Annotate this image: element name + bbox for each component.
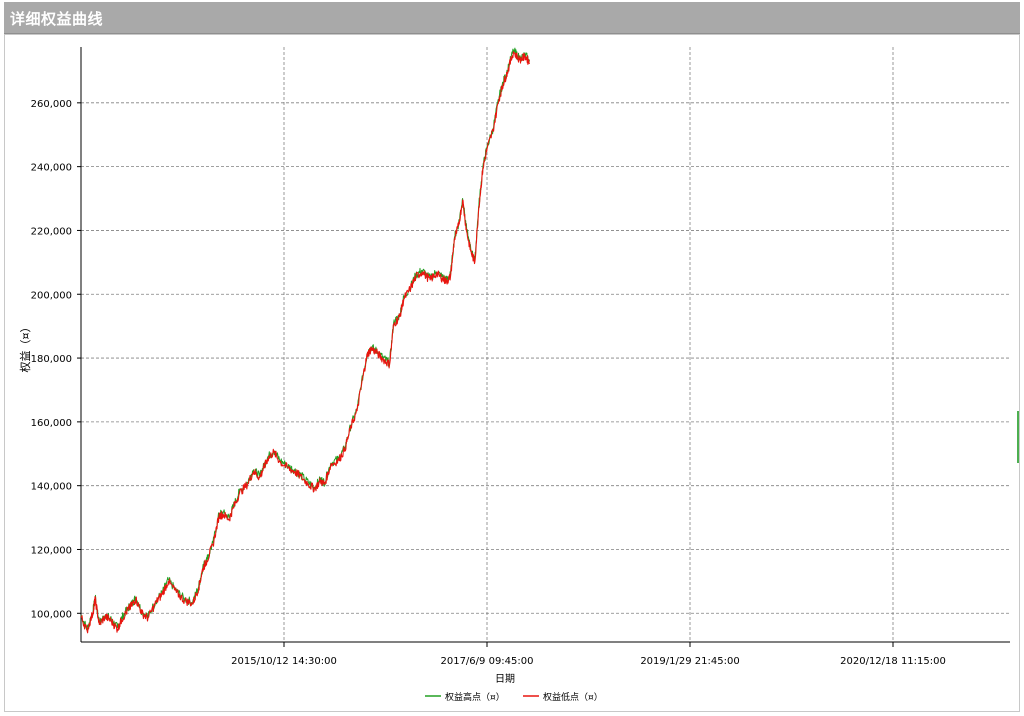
y-tick-label: 140,000 xyxy=(31,482,72,493)
y-tick-label: 180,000 xyxy=(31,354,72,365)
axes xyxy=(80,47,1010,643)
legend-label-low: 权益低点（¤） xyxy=(543,691,603,703)
y-tick-labels: 100,000 120,000 140,000 160,000 180,000 200,0… xyxy=(31,99,81,620)
window-title: 详细权益曲线 xyxy=(10,10,104,28)
legend: 权益高点（¤） 权益低点（¤） xyxy=(425,691,603,703)
grid-lines xyxy=(81,47,1010,642)
y-tick-label: 100,000 xyxy=(31,609,72,620)
legend-label-high: 权益高点（¤） xyxy=(445,691,505,703)
x-tick-label: 2017/6/9 09:45:00 xyxy=(440,656,533,667)
series-line-low xyxy=(80,51,531,634)
x-tick-label: 2019/1/29 21:45:00 xyxy=(640,656,739,667)
y-tick-label: 220,000 xyxy=(31,226,72,237)
x-tick-labels: 2015/10/12 14:30:00 2017/6/9 09:45:00 2019… xyxy=(231,642,946,667)
window-edge-accent xyxy=(1017,411,1019,463)
chart-area: 100,000 120,000 140,000 160,000 180,000 200,0… xyxy=(4,34,1020,712)
x-tick-label: 2015/10/12 14:30:00 xyxy=(231,656,337,667)
series-line-high xyxy=(80,47,531,631)
x-axis-label: 日期 xyxy=(495,673,515,685)
x-tick-label: 2020/12/18 11:15:00 xyxy=(840,656,946,667)
equity-line-chart: 100,000 120,000 140,000 160,000 180,000 200,0… xyxy=(18,47,1010,703)
y-tick-label: 200,000 xyxy=(31,290,72,301)
y-tick-label: 260,000 xyxy=(31,99,72,110)
y-tick-label: 120,000 xyxy=(31,545,72,556)
series-lines xyxy=(80,47,531,634)
y-axis-label: 权益（¤） xyxy=(18,322,32,373)
title-bar: 详细权益曲线 xyxy=(4,2,1020,34)
y-tick-label: 160,000 xyxy=(31,418,72,429)
y-tick-label: 240,000 xyxy=(31,163,72,174)
